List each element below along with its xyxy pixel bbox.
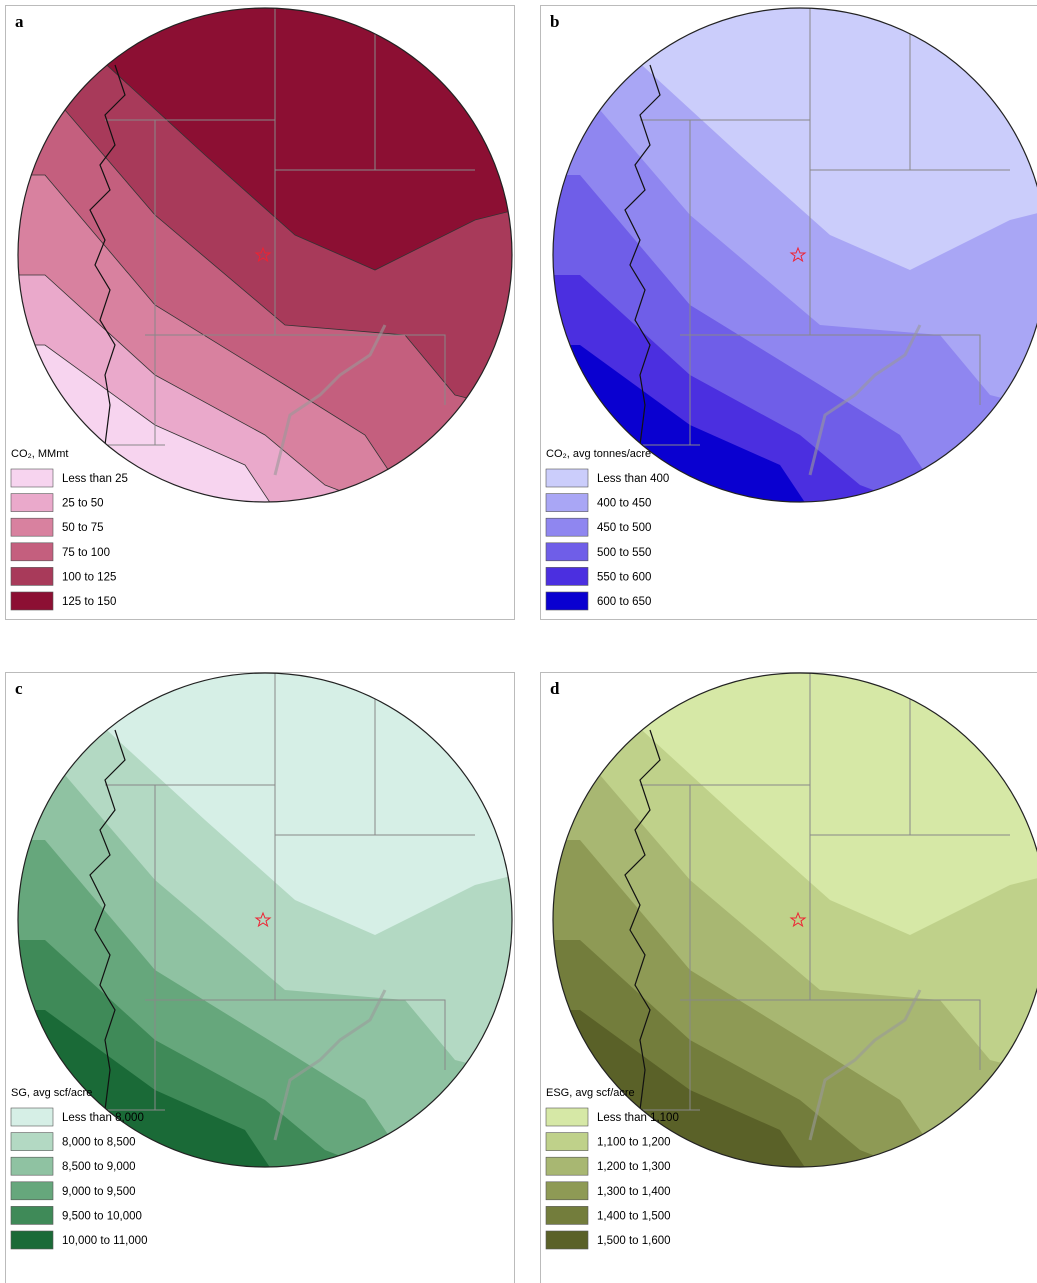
legend-swatch [545, 1230, 589, 1250]
legend-swatch [545, 567, 589, 586]
legend-swatch [10, 493, 54, 512]
legend-label: 1,300 to 1,400 [597, 1186, 671, 1198]
legend-label: Less than 8,000 [62, 1112, 144, 1124]
legend-label: 25 to 50 [62, 498, 104, 510]
legend-label: 10,000 to 11,000 [62, 1235, 147, 1247]
site-star [789, 246, 807, 263]
legend-label: 8,000 to 8,500 [62, 1137, 136, 1149]
county-line [580, 673, 1010, 1111]
legend-swatch [10, 1230, 54, 1250]
legend-label: 1,200 to 1,300 [597, 1161, 671, 1173]
legend-label: Less than 1,100 [597, 1112, 679, 1124]
legend-swatch [545, 591, 589, 611]
legend-label: 50 to 75 [62, 522, 104, 534]
legend-label: 9,500 to 10,000 [62, 1210, 142, 1222]
site-star [254, 911, 272, 928]
road [273, 324, 387, 476]
map-boundary [17, 7, 513, 503]
legend-swatch [545, 1107, 589, 1127]
map-boundary [552, 7, 1037, 503]
legend-swatch [10, 542, 54, 562]
legend-title: SG, avg scf/acre [11, 1087, 92, 1099]
river [624, 729, 661, 1111]
county-line [580, 8, 1010, 446]
legend-title: CO₂, MMmt [11, 448, 68, 460]
legend-swatch [10, 1156, 54, 1176]
panel-label: b [550, 12, 559, 31]
map-boundary [552, 672, 1037, 1168]
legend-label: 450 to 500 [597, 522, 651, 534]
zone [18, 344, 512, 502]
legend-label: 9,000 to 9,500 [62, 1186, 136, 1198]
legend-swatch [545, 1156, 589, 1176]
river [89, 729, 126, 1111]
legend-swatch [545, 1132, 589, 1151]
county-line [45, 8, 475, 446]
legend-label: 125 to 150 [62, 596, 116, 608]
legend-title: ESG, avg scf/acre [546, 1087, 635, 1099]
legend-swatch [545, 1206, 589, 1225]
legend-swatch [545, 1181, 589, 1201]
river [89, 64, 126, 446]
legend-swatch [545, 468, 589, 488]
legend-swatch [10, 1206, 54, 1225]
legend-swatch [545, 493, 589, 512]
legend-swatch [10, 1107, 54, 1127]
map-panel: b CO₂, avg tonnes/acre Less than 400 400 to… [540, 5, 1037, 620]
legend-label: 400 to 450 [597, 498, 651, 510]
legend-label: Less than 400 [597, 473, 669, 485]
legend-swatch [10, 567, 54, 586]
panel-label: d [550, 679, 560, 698]
map-boundary [17, 672, 513, 1168]
map-panel: a CO₂, MMmt Less than 25 25 to 50 50 to 75 75… [5, 5, 515, 620]
legend-swatch [10, 1132, 54, 1151]
legend-swatch [10, 468, 54, 488]
river [624, 64, 661, 446]
map-panel: c SG, avg scf/acre Less than 8,000 8,000 to… [5, 672, 515, 1283]
legend-label: Less than 25 [62, 473, 128, 485]
legend-swatch [10, 517, 54, 537]
map-panel: d ESG, avg scf/acre Less than 1,100 1,100 t… [540, 672, 1037, 1283]
legend-title: CO₂, avg tonnes/acre [546, 448, 651, 460]
legend-label: 75 to 100 [62, 547, 110, 559]
road [808, 324, 922, 476]
legend-label: 500 to 550 [597, 547, 651, 559]
legend-swatch [10, 591, 54, 611]
road [273, 989, 387, 1141]
legend-swatch [10, 1181, 54, 1201]
panel-label: c [15, 679, 23, 698]
county-line [45, 673, 475, 1111]
legend-label: 600 to 650 [597, 596, 651, 608]
legend-label: 100 to 125 [62, 571, 116, 583]
legend-label: 1,100 to 1,200 [597, 1137, 671, 1149]
site-star [254, 246, 272, 263]
legend-swatch [545, 542, 589, 562]
site-star [789, 911, 807, 928]
panel-label: a [15, 12, 24, 31]
road [808, 989, 922, 1141]
legend-label: 8,500 to 9,000 [62, 1161, 136, 1173]
legend-swatch [545, 517, 589, 537]
legend-label: 1,400 to 1,500 [597, 1210, 671, 1222]
legend-label: 550 to 600 [597, 571, 651, 583]
legend-label: 1,500 to 1,600 [597, 1235, 671, 1247]
